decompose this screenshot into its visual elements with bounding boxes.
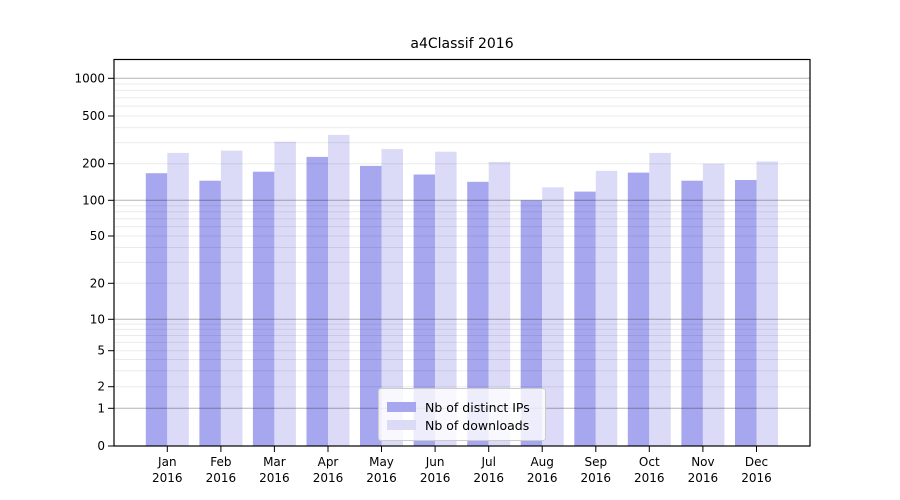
legend-item-distinct-ips: Nb of distinct IPs bbox=[387, 398, 537, 416]
bar-jun-series1 bbox=[435, 151, 457, 446]
x-tick-label-year: 2016 bbox=[581, 471, 612, 485]
x-tick-label-year: 2016 bbox=[420, 471, 451, 485]
bar-apr-series1 bbox=[328, 134, 350, 446]
bar-jun-series0 bbox=[413, 174, 436, 446]
bar-dec-series0 bbox=[735, 180, 757, 446]
x-tick-label-year: 2016 bbox=[206, 471, 237, 485]
bar-sep-series0 bbox=[574, 191, 596, 446]
x-tick-label-month: Aug bbox=[530, 455, 553, 469]
x-tick-label-month: Oct bbox=[639, 455, 660, 469]
legend: Nb of distinct IPs Nb of downloads bbox=[378, 388, 546, 441]
bar-mar-series1 bbox=[274, 141, 296, 446]
legend-swatch-distinct-ips bbox=[387, 402, 416, 412]
x-tick-label-month: Sep bbox=[584, 455, 607, 469]
x-tick-label-year: 2016 bbox=[366, 471, 397, 485]
x-tick-label-year: 2016 bbox=[527, 471, 558, 485]
x-tick-label-month: Nov bbox=[691, 455, 714, 469]
x-tick-label-month: Mar bbox=[263, 455, 286, 469]
y-tick-label: 1000 bbox=[74, 71, 105, 85]
bar-jan-series1 bbox=[167, 152, 189, 446]
bar-mar-series0 bbox=[252, 171, 275, 446]
legend-item-downloads: Nb of downloads bbox=[387, 416, 537, 434]
y-tick-label: 0 bbox=[97, 439, 105, 453]
y-tick-label: 2 bbox=[97, 380, 105, 394]
x-tick-label-month: Dec bbox=[745, 455, 768, 469]
y-tick-label: 100 bbox=[82, 193, 105, 207]
bar-may-series1 bbox=[381, 149, 403, 446]
bar-aug-series1 bbox=[542, 187, 564, 447]
x-tick-label-year: 2016 bbox=[634, 471, 665, 485]
bar-apr-series0 bbox=[306, 156, 328, 446]
bar-nov-series1 bbox=[702, 163, 725, 446]
plot-border bbox=[113, 58, 811, 447]
bar-sep-series1 bbox=[595, 170, 618, 447]
x-tick-label-month: May bbox=[369, 455, 394, 469]
bar-may-series0 bbox=[360, 165, 382, 446]
legend-label-distinct-ips: Nb of distinct IPs bbox=[425, 399, 530, 415]
legend-swatch-downloads bbox=[387, 420, 416, 430]
x-tick-label-month: Apr bbox=[318, 455, 339, 469]
y-tick-label: 20 bbox=[90, 276, 105, 290]
bar-feb-series0 bbox=[199, 180, 221, 446]
x-tick-label-month: Jan bbox=[157, 455, 177, 469]
y-tick-label: 50 bbox=[90, 229, 105, 243]
x-tick-label-month: Jun bbox=[425, 455, 445, 469]
y-tick-label: 200 bbox=[82, 157, 105, 171]
bar-dec-series1 bbox=[756, 161, 778, 446]
bar-jul-series1 bbox=[488, 161, 511, 446]
y-tick-label: 10 bbox=[90, 312, 105, 326]
bar-jul-series0 bbox=[467, 181, 489, 447]
x-tick-label-year: 2016 bbox=[741, 471, 772, 485]
y-tick-label: 500 bbox=[82, 109, 105, 123]
bar-oct-series0 bbox=[627, 172, 650, 446]
bar-oct-series1 bbox=[649, 152, 671, 446]
bar-feb-series1 bbox=[220, 150, 243, 446]
x-tick-label-year: 2016 bbox=[473, 471, 504, 485]
y-tick-label: 1 bbox=[97, 401, 105, 415]
y-tick-label: 5 bbox=[97, 344, 105, 358]
bar-nov-series0 bbox=[681, 180, 703, 446]
legend-label-downloads: Nb of downloads bbox=[425, 417, 530, 433]
bar-jan-series0 bbox=[145, 173, 168, 446]
x-tick-label-month: Jul bbox=[480, 455, 495, 469]
bar-aug-series0 bbox=[520, 200, 543, 446]
x-tick-label-year: 2016 bbox=[152, 471, 183, 485]
x-tick-label-year: 2016 bbox=[313, 471, 344, 485]
chart-title: a4Classif 2016 bbox=[410, 36, 514, 52]
x-tick-label-month: Feb bbox=[210, 455, 231, 469]
x-tick-label-year: 2016 bbox=[688, 471, 719, 485]
x-tick-label-year: 2016 bbox=[259, 471, 290, 485]
